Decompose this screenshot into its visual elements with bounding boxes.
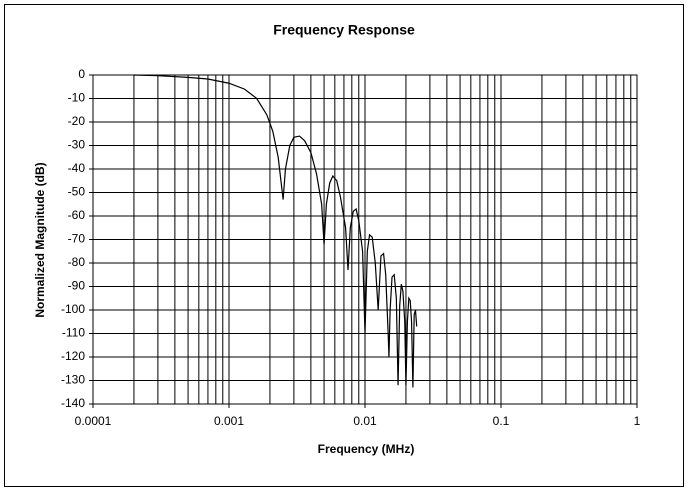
y-tick-label: -120: [61, 349, 85, 363]
y-tick-label: -20: [68, 114, 86, 128]
y-tick-label: -10: [68, 91, 86, 105]
y-tick-label: -140: [61, 396, 85, 410]
y-tick-label: -60: [68, 208, 86, 222]
y-tick-label: -40: [68, 161, 86, 175]
chart-title: Frequency Response: [273, 22, 415, 38]
x-tick-label: 0.001: [214, 414, 244, 428]
x-axis-label: Frequency (MHz): [318, 442, 415, 456]
y-axis-label: Normalized Magnitude (dB): [33, 162, 47, 317]
y-tick-label: -80: [68, 255, 86, 269]
x-tick-label: 0.1: [493, 414, 510, 428]
response-line: [133, 74, 418, 388]
y-tick-label: -130: [61, 373, 85, 387]
x-tick-label: 0.01: [353, 414, 377, 428]
x-tick-label: 0.0001: [75, 414, 112, 428]
y-tick-label: 0: [78, 67, 85, 81]
y-tick-label: -100: [61, 302, 85, 316]
y-tick-label: -90: [68, 279, 86, 293]
y-tick-label: -70: [68, 232, 86, 246]
x-tick-label: 1: [634, 414, 641, 428]
y-tick-label: -110: [62, 326, 85, 340]
y-tick-label: -50: [68, 185, 86, 199]
y-tick-label: -30: [68, 138, 86, 152]
